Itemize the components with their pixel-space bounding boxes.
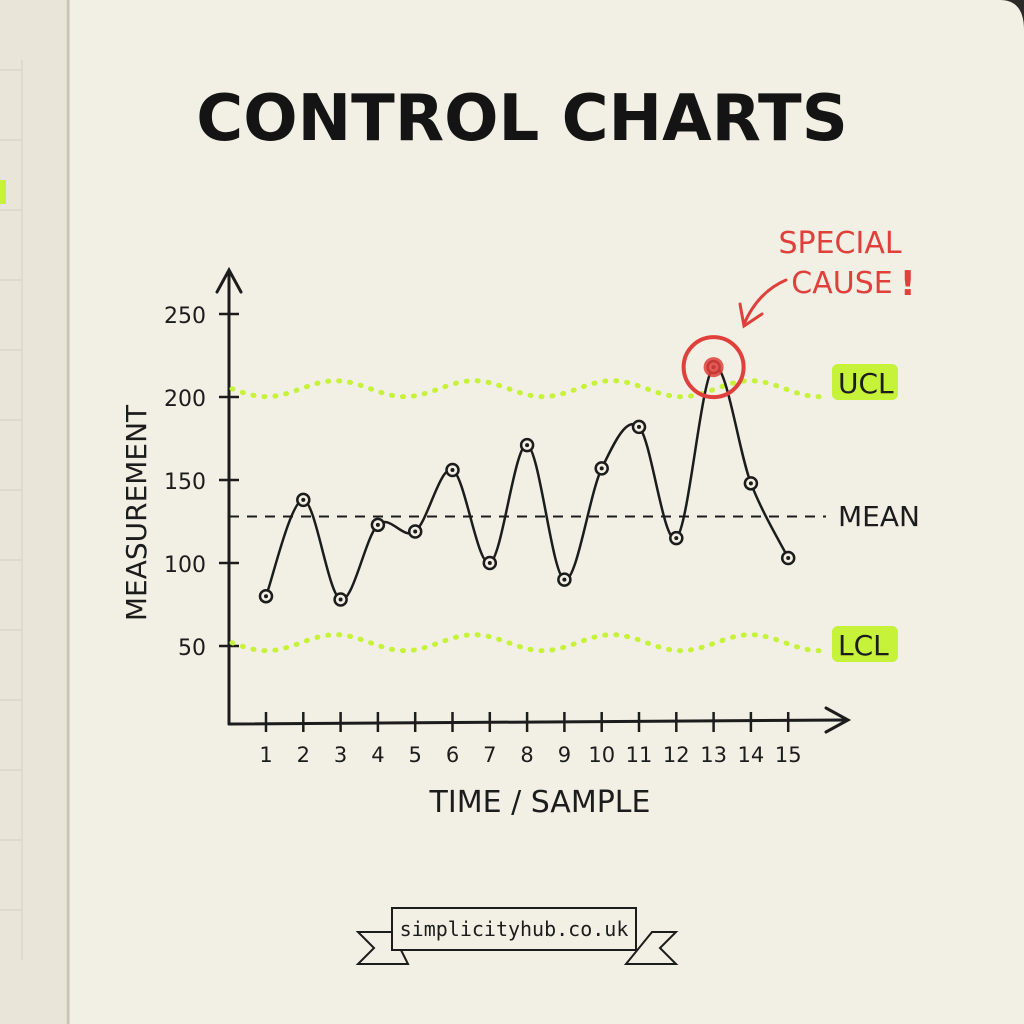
footer-banner: simplicityhub.co.uk — [355, 907, 679, 965]
y-tick-label: 250 — [164, 304, 206, 329]
y-tick-label: 200 — [164, 387, 206, 412]
ucl-line — [229, 378, 827, 400]
special-cause-arrowhead — [738, 302, 764, 329]
special-cause-ring — [681, 335, 746, 400]
series-line — [264, 365, 790, 601]
x-tick-label: 5 — [409, 743, 422, 767]
y-tick-label: 50 — [178, 636, 206, 661]
data-point-center — [338, 597, 343, 602]
special-cause-exclamation: ! — [900, 264, 916, 304]
y-tick-label: 150 — [164, 470, 206, 495]
x-axis — [227, 718, 848, 726]
x-tick-label: 9 — [558, 743, 571, 767]
footer-site-text: simplicityhub.co.uk — [400, 917, 629, 941]
data-point-center — [487, 561, 492, 565]
left-page — [0, 0, 70, 1024]
x-tick-label: 12 — [663, 743, 690, 767]
x-tick-label: 4 — [371, 743, 384, 767]
y-tick-label: 100 — [164, 553, 206, 578]
x-tick-label: 1 — [259, 743, 272, 767]
data-point-center — [599, 466, 604, 471]
x-tick-label: 10 — [588, 743, 615, 767]
data-point-center — [525, 443, 530, 448]
x-tick-label: 8 — [520, 743, 533, 767]
data-point-center — [264, 594, 268, 599]
special-cause-text-line2: CAUSE — [791, 266, 892, 301]
mean-label: MEAN — [838, 500, 920, 533]
y-ticks: 50 100 150 200 250 — [164, 304, 239, 661]
x-ticks: 1 2 3 4 5 6 7 8 9 10 11 12 13 14 15 — [259, 712, 802, 767]
lcl-line — [229, 632, 827, 654]
data-point-center — [637, 424, 641, 429]
data-point-center — [748, 481, 753, 486]
x-tick-label: 15 — [775, 743, 802, 767]
x-tick-label: 2 — [297, 743, 310, 767]
special-cause-text-line1: SPECIAL — [778, 226, 901, 261]
x-axis-arrow — [824, 706, 852, 734]
data-point-center — [786, 556, 791, 561]
axes — [215, 266, 852, 734]
ucl-label: UCL — [838, 367, 894, 400]
special-cause-dot — [703, 357, 724, 378]
x-tick-label: 6 — [446, 743, 459, 767]
left-page-highlight — [0, 180, 6, 204]
data-point-center — [450, 468, 455, 473]
data-point-center — [562, 577, 567, 582]
y-axis-arrow — [215, 266, 243, 294]
data-point-center — [413, 529, 418, 534]
data-points — [258, 359, 796, 607]
ucl-label-highlight — [832, 364, 898, 400]
lcl-label: LCL — [838, 629, 889, 662]
y-axis-label: MEASUREMENT — [120, 404, 153, 621]
x-tick-label: 7 — [483, 743, 496, 767]
chart-title: CONTROL CHARTS — [196, 82, 848, 156]
data-point-center — [375, 522, 380, 527]
x-tick-label: 14 — [738, 743, 765, 767]
x-tick-label: 11 — [626, 743, 653, 767]
special-cause-annotation: SPECIAL CAUSE ! — [738, 226, 916, 329]
data-point-center — [674, 536, 679, 541]
lcl-label-highlight — [832, 626, 898, 662]
special-cause-arrow — [742, 278, 788, 326]
x-tick-label: 3 — [334, 743, 347, 767]
left-page-grid — [0, 60, 23, 960]
x-axis-label: TIME / SAMPLE — [429, 785, 651, 820]
data-point-center — [301, 497, 306, 502]
footer-banner-box — [391, 907, 637, 951]
x-tick-label: 13 — [700, 743, 727, 767]
